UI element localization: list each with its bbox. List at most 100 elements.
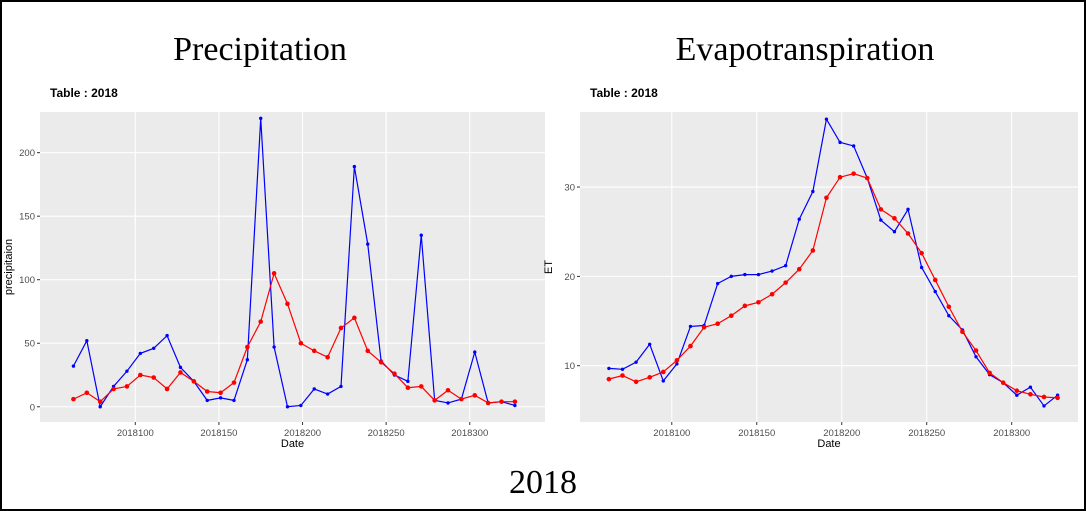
data-point (405, 385, 411, 390)
data-point (432, 398, 437, 403)
data-point (512, 399, 518, 404)
data-point (905, 231, 911, 236)
data-point (164, 386, 170, 392)
data-point (946, 304, 952, 310)
data-point (365, 348, 371, 354)
data-point (769, 291, 775, 297)
y-axis-label: ET (543, 260, 555, 274)
data-point (756, 299, 761, 305)
data-point (837, 174, 843, 180)
x-tick-label: 2018300 (451, 428, 488, 439)
data-point (513, 403, 517, 408)
data-point (878, 207, 884, 212)
data-point (661, 379, 665, 383)
data-point (299, 403, 303, 408)
data-point (125, 369, 129, 373)
data-point (312, 387, 316, 391)
data-point (231, 380, 237, 385)
data-point (285, 405, 290, 409)
plot-panel (40, 112, 545, 422)
data-point (418, 384, 424, 389)
data-point (325, 392, 330, 396)
data-point (796, 266, 802, 272)
data-point (1055, 395, 1060, 401)
data-point (824, 195, 829, 201)
data-point (218, 390, 223, 396)
data-point (770, 269, 774, 273)
data-point (85, 338, 89, 343)
x-tick-label: 2018100 (117, 428, 154, 439)
data-point (620, 373, 625, 378)
data-point (688, 343, 693, 349)
caption: 2018 (509, 464, 577, 501)
y-tick-label: 20 (564, 272, 575, 283)
data-point (660, 369, 666, 375)
data-point (633, 379, 639, 385)
data-point (473, 350, 477, 354)
x-tick-label: 2018200 (284, 428, 321, 439)
data-point (446, 401, 450, 405)
data-point (445, 387, 451, 393)
data-point (419, 233, 423, 237)
data-point (715, 281, 720, 286)
data-point (124, 384, 130, 389)
data-point (729, 274, 733, 279)
x-tick-label: 2018150 (738, 428, 775, 439)
data-point (178, 365, 183, 370)
data-point (165, 333, 169, 338)
data-point (352, 315, 357, 321)
data-point (919, 250, 924, 256)
data-point (783, 263, 788, 268)
data-point (366, 242, 370, 246)
chart-title: Evapotranspiration (676, 31, 935, 68)
data-point (1028, 385, 1033, 389)
data-point (152, 346, 156, 351)
data-point (906, 207, 910, 212)
data-point (138, 351, 143, 356)
y-tick-label: 30 (564, 183, 575, 194)
data-point (932, 277, 938, 283)
series-line (72, 118, 516, 409)
y-tick-label: 100 (19, 275, 35, 286)
data-point (1042, 404, 1046, 408)
data-point (151, 375, 157, 380)
data-point (485, 400, 491, 406)
data-point (811, 189, 815, 194)
data-point (824, 117, 829, 121)
x-tick-label: 2018250 (368, 428, 405, 439)
data-point (298, 340, 304, 346)
data-point (98, 405, 102, 409)
data-point (838, 140, 842, 145)
data-point (960, 329, 965, 335)
data-point (259, 116, 263, 121)
data-point (933, 289, 937, 294)
data-point (271, 271, 277, 276)
y-tick-label: 50 (24, 339, 35, 350)
data-point (499, 399, 504, 404)
data-point (178, 370, 183, 375)
data-point (715, 321, 720, 327)
data-point (191, 379, 197, 384)
data-point (111, 386, 116, 392)
data-point (232, 398, 236, 403)
data-point (406, 379, 410, 384)
data-point (879, 218, 883, 222)
data-point (245, 358, 250, 362)
data-point (352, 164, 357, 169)
chart-title: Precipitation (173, 31, 347, 68)
data-point (851, 171, 856, 176)
x-axis-label: Date (281, 438, 304, 450)
data-point (620, 367, 625, 371)
series-line (608, 117, 1058, 407)
series-line (73, 271, 515, 404)
data-point (634, 360, 638, 364)
data-point (1028, 392, 1033, 397)
data-point (851, 144, 856, 148)
data-point (797, 217, 801, 221)
data-point (258, 319, 264, 324)
data-point (84, 390, 90, 396)
x-axis-label: Date (817, 438, 840, 450)
data-point (743, 272, 747, 277)
y-axis-label: precipitaion (3, 239, 15, 295)
